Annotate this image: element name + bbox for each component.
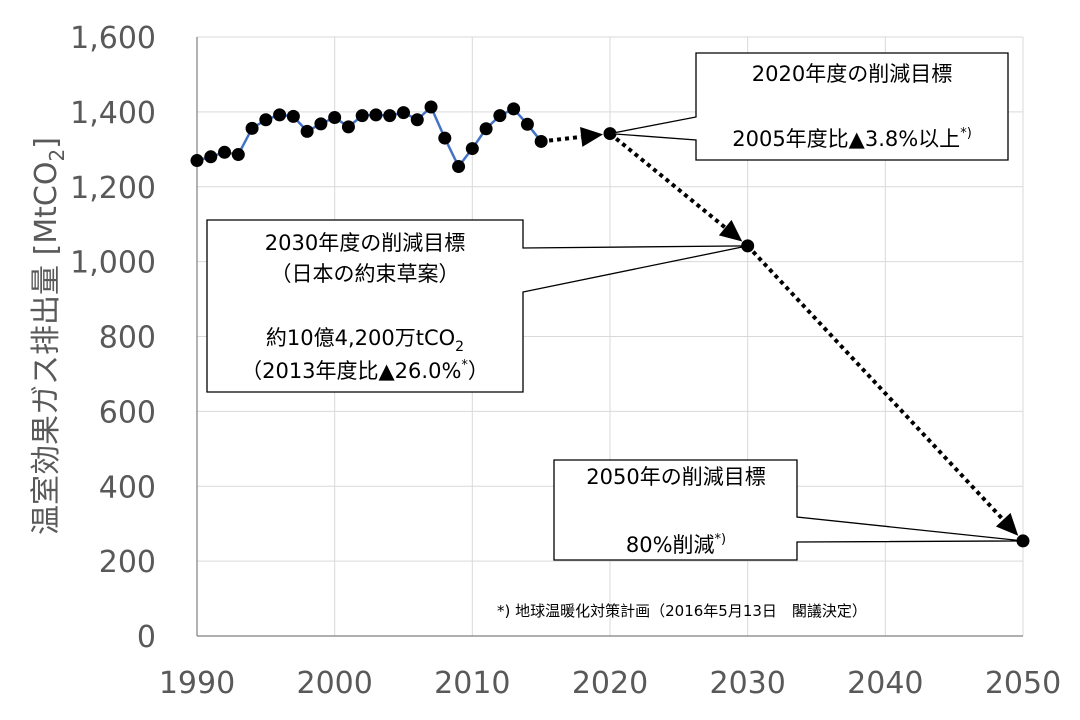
historical-point (314, 117, 328, 131)
target-arrowhead (995, 512, 1019, 536)
callout-2030-box (206, 219, 748, 393)
historical-point (190, 154, 204, 168)
historical-point (410, 113, 424, 127)
y-tick-label: 1,200 (70, 171, 156, 206)
historical-point (465, 142, 479, 156)
historical-point (507, 102, 521, 116)
callout-2050-text: 80%削減*) (626, 532, 726, 557)
target-arrowhead (580, 126, 604, 147)
historical-line (196, 104, 543, 169)
x-tick-label: 1990 (159, 666, 235, 701)
callout-2020-box (609, 52, 1009, 161)
callout-2030-text: 2030年度の削減目標 (265, 231, 465, 255)
axes (196, 37, 1023, 637)
target-line (548, 134, 582, 143)
historical-point (493, 109, 507, 123)
historical-point (452, 160, 466, 174)
historical-point (286, 109, 300, 123)
historical-point (534, 134, 548, 148)
y-tick-label: 1,000 (70, 246, 156, 281)
y-tick-label: 800 (99, 321, 156, 356)
callout-2020-text: 2020年度の削減目標 (752, 62, 952, 86)
series-layer (190, 100, 1030, 548)
historical-point (259, 113, 273, 127)
target-arrowhead (718, 219, 743, 242)
historical-point (383, 109, 397, 123)
historical-point (424, 100, 438, 114)
historical-point (355, 109, 369, 123)
callout-2020-text: 2005年度比▲3.8%以上*) (732, 126, 972, 151)
y-tick-label: 1,400 (70, 96, 156, 131)
y-tick-label: 0 (137, 620, 156, 655)
historical-point (369, 108, 383, 122)
callouts: 2020年度の削減目標 2005年度比▲3.8%以上*) 2030年度の削減目標 （日… (206, 52, 1024, 561)
callout-2050-box (553, 459, 1024, 561)
callout-2030-text: 約10億4,200万tCO2 (266, 326, 464, 355)
historical-point (231, 148, 245, 162)
historical-point (204, 150, 218, 164)
y-tick-label: 1,600 (70, 21, 156, 56)
historical-point (218, 145, 232, 159)
x-tick-label: 2030 (709, 666, 785, 701)
historical-point (438, 131, 452, 145)
x-tick-label: 2010 (434, 666, 510, 701)
y-tick-label: 600 (99, 395, 156, 430)
historical-point (520, 117, 534, 131)
target-line (751, 250, 1005, 522)
historical-point (328, 110, 342, 124)
y-tick-label: 200 (99, 545, 156, 580)
y-axis-label-sub: 2 (45, 149, 69, 162)
y-axis-label-close: ] (29, 137, 64, 149)
historical-point (479, 122, 493, 136)
x-tick-label: 2000 (296, 666, 372, 701)
historical-point (273, 108, 287, 122)
x-tick-label: 2040 (847, 666, 923, 701)
historical-point (245, 121, 259, 135)
footnote: *) 地球温暖化対策計画（2016年5月13日 閣議決定） (497, 602, 867, 620)
callout-2030-text: （日本の約束草案） (271, 262, 460, 286)
y-tick-label: 400 (99, 470, 156, 505)
x-tick-label: 2050 (985, 666, 1061, 701)
callout-2030-text: （2013年度比▲26.0%*） (241, 358, 489, 383)
x-tick-label: 2020 (572, 666, 648, 701)
historical-point (300, 124, 314, 138)
tick-labels: 0 200 400 600 800 1,000 1,200 1,400 1,600 1990 200… (70, 21, 1061, 701)
callout-2050-text: 2050年の削減目標 (586, 465, 765, 489)
historical-point (341, 120, 355, 134)
historical-point (397, 106, 410, 120)
y-axis-label: 温室効果ガス排出量 [MtCO2] (29, 137, 69, 535)
